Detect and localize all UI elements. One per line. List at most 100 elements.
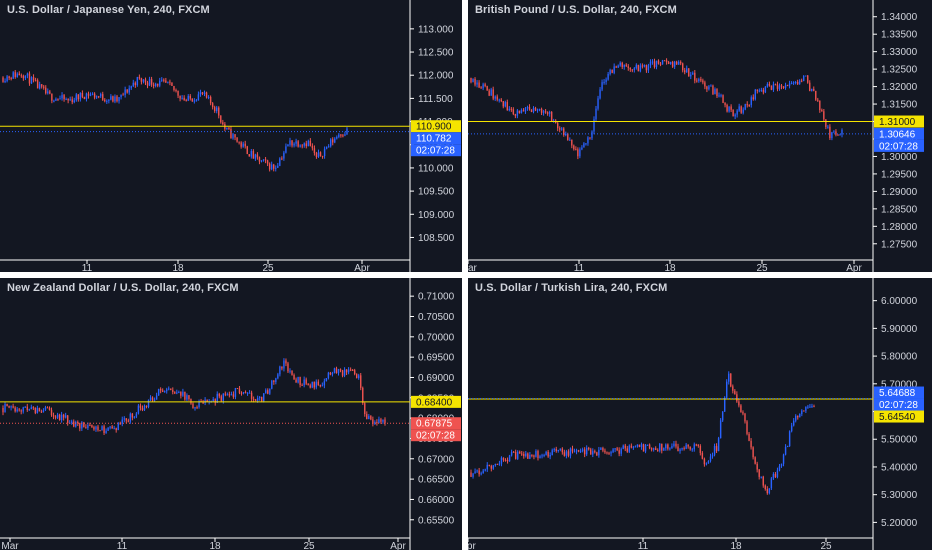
candle [85, 92, 88, 102]
candle [649, 59, 652, 69]
candle [708, 84, 710, 91]
candle [537, 449, 539, 461]
candle-body [214, 399, 216, 403]
candle-body [6, 403, 8, 407]
candle [736, 109, 738, 118]
candle [106, 99, 108, 104]
candle-body [238, 141, 240, 143]
candle [542, 109, 545, 116]
level-price-tag-text: 0.68400 [416, 397, 453, 408]
candle-body [93, 93, 96, 98]
candle [518, 110, 521, 114]
candle-body [170, 388, 172, 391]
candle [62, 413, 65, 421]
candle [230, 391, 233, 396]
candle-body [12, 406, 14, 408]
candle [717, 436, 720, 452]
candle [73, 419, 75, 428]
chart-pane-usdjpy[interactable]: 113.000112.500112.000111.500111.000110.5… [0, 0, 462, 272]
candle-body [684, 70, 686, 73]
candle [216, 105, 218, 114]
candle-body [242, 143, 244, 147]
candle [807, 75, 809, 84]
candle-body [297, 377, 299, 383]
candle [752, 446, 754, 460]
candle [325, 146, 328, 150]
candle [782, 453, 785, 467]
countdown-tag-text: 02:07:28 [416, 146, 455, 157]
candle-body [657, 60, 660, 64]
candle [720, 93, 722, 98]
candle-body [488, 90, 490, 96]
candle [81, 90, 84, 99]
candle-body [711, 454, 714, 457]
candle-body [335, 368, 338, 374]
candle [707, 460, 710, 464]
candle [697, 444, 700, 448]
candle-body [144, 79, 147, 83]
candle [811, 403, 813, 408]
candle [766, 82, 769, 88]
candle-body [606, 452, 608, 454]
candle-body [26, 406, 28, 410]
candle [343, 367, 346, 378]
candle-body [297, 141, 299, 147]
candle [722, 94, 724, 104]
candle-body [268, 163, 271, 170]
candle [130, 85, 132, 91]
candle [715, 443, 718, 453]
candle-body [671, 446, 673, 449]
candle [16, 407, 18, 413]
x-tick-label: Apr [390, 541, 406, 550]
candle [686, 65, 688, 73]
candle [752, 94, 754, 101]
candle-body [692, 72, 694, 75]
candle-body [673, 443, 675, 447]
candle-body [529, 454, 531, 459]
candle-body [575, 149, 577, 151]
candle [654, 446, 657, 451]
candle [60, 411, 63, 423]
candle [299, 144, 301, 148]
candle-body [281, 158, 283, 160]
y-tick-label: 1.29500 [881, 169, 918, 180]
level-price-tag: 0.68400 [411, 395, 461, 408]
candle-body [691, 449, 693, 451]
candle [786, 84, 789, 87]
candle-body [93, 427, 95, 430]
chart-pane-nzdusd[interactable]: 0.710000.705000.700000.695000.690000.685… [0, 278, 462, 550]
candle-body [476, 82, 478, 85]
candle [152, 82, 155, 89]
candle [6, 403, 8, 407]
candle-body [530, 109, 533, 112]
candle-body [478, 82, 480, 88]
candle [726, 103, 728, 113]
candle [671, 60, 674, 68]
candle-body [657, 449, 659, 451]
candle-body [546, 112, 549, 114]
candle [26, 403, 28, 412]
last-price-tag: 1.30646 [874, 127, 924, 140]
candle-body [750, 97, 752, 106]
candle [726, 379, 728, 400]
candle-body [14, 72, 16, 78]
candle-body [723, 397, 726, 412]
candle-body [583, 143, 585, 148]
candle [683, 446, 685, 451]
level-price-tag-bg [411, 395, 461, 408]
candle [299, 376, 301, 388]
candle-body [626, 448, 628, 452]
candle [246, 145, 248, 155]
y-tick-label: 1.34000 [881, 12, 918, 23]
candle-body [600, 448, 602, 450]
y-tick-label: 1.27500 [881, 239, 918, 250]
candle-body [4, 403, 6, 413]
candle-body [531, 454, 533, 456]
candle-body [669, 61, 672, 64]
chart-pane-usdtry[interactable]: 6.000005.900005.800005.700005.600005.500… [468, 278, 932, 550]
candle-body [689, 446, 691, 450]
candle-body [256, 154, 259, 158]
candle-body [839, 134, 841, 136]
chart-pane-gbpusd[interactable]: 1.34000 1.33500 1.33000 1.32500 1.32000 1.315… [468, 0, 932, 272]
candle [786, 445, 789, 448]
